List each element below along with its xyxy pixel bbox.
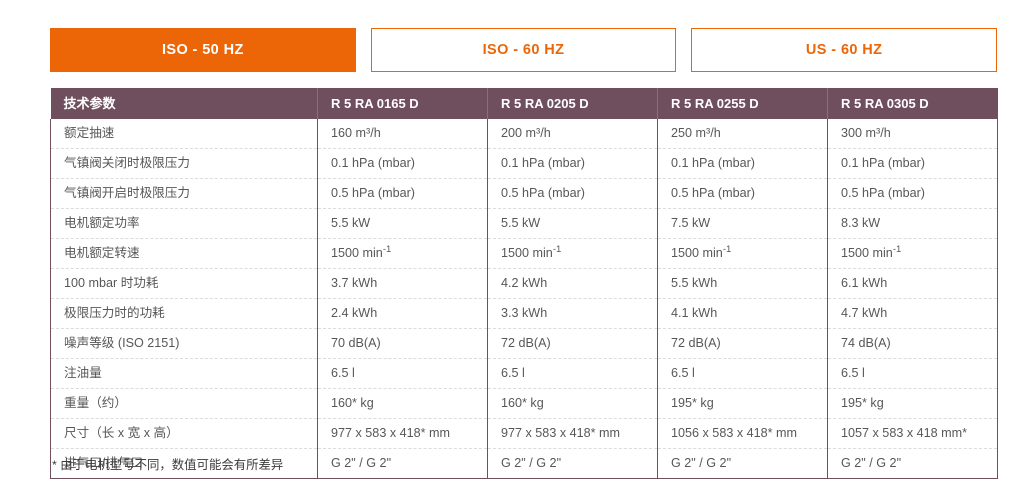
row-label: 电机额定功率: [50, 208, 318, 239]
row-value: 6.5 l: [657, 358, 828, 389]
table-row: 注油量 6.5 l 6.5 l 6.5 l 6.5 l: [50, 358, 998, 389]
row-value: 6.5 l: [827, 358, 998, 389]
row-value: G 2" / G 2": [827, 448, 998, 479]
row-value: 200 m³/h: [487, 119, 658, 149]
row-label: 进气口/排气口: [50, 448, 318, 479]
tab-1[interactable]: ISO - 50 HZ: [50, 28, 356, 72]
column-header-model-3: R 5 RA 0255 D: [657, 88, 828, 119]
row-value: 72 dB(A): [487, 328, 658, 359]
row-value: 1056 x 583 x 418* mm: [657, 418, 828, 449]
tab-2[interactable]: ISO - 60 HZ: [370, 28, 677, 72]
row-value: 6.5 l: [487, 358, 658, 389]
table-row: 额定抽速 160 m³/h 200 m³/h 250 m³/h 300 m³/h: [50, 119, 998, 149]
row-value: 1500 min-1: [827, 238, 998, 269]
row-value: G 2" / G 2": [487, 448, 658, 479]
column-header-model-2: R 5 RA 0205 D: [487, 88, 658, 119]
value-text: 1500 min: [671, 246, 723, 260]
row-value: 4.1 kWh: [657, 298, 828, 329]
value-exponent: -1: [552, 243, 562, 255]
row-value: 0.1 hPa (mbar): [657, 148, 828, 179]
row-label: 气镇阀关闭时极限压力: [50, 148, 318, 179]
row-label: 重量（约）: [50, 388, 318, 419]
row-value: 300 m³/h: [827, 119, 998, 149]
row-value: 8.3 kW: [827, 208, 998, 239]
table-row: 气镇阀开启时极限压力 0.5 hPa (mbar) 0.5 hPa (mbar) 0.…: [50, 178, 998, 209]
row-value: 5.5 kWh: [657, 268, 828, 299]
row-value: 3.7 kWh: [317, 268, 488, 299]
table-row: 进气口/排气口 G 2" / G 2" G 2" / G 2" G 2" / G 2"…: [50, 448, 998, 479]
value-text: 1500 min: [501, 246, 553, 260]
column-header-model-4: R 5 RA 0305 D: [827, 88, 998, 119]
table-row: 极限压力时的功耗 2.4 kWh 3.3 kWh 4.1 kWh 4.7 kWh: [50, 298, 998, 329]
value-text: 1500 min: [331, 246, 383, 260]
row-value: 70 dB(A): [317, 328, 488, 359]
row-value: 0.1 hPa (mbar): [827, 148, 998, 179]
frequency-standard-tabs: ISO - 50 HZ ISO - 60 HZ US - 60 HZ: [50, 28, 998, 72]
row-value: 1500 min-1: [657, 238, 828, 269]
table-row: 电机额定功率 5.5 kW 5.5 kW 7.5 kW 8.3 kW: [50, 208, 998, 239]
row-label: 气镇阀开启时极限压力: [50, 178, 318, 209]
row-value: 195* kg: [657, 388, 828, 419]
footnote: * 由于电机型号不同，数值可能会有所差异: [52, 458, 284, 472]
row-value: 977 x 583 x 418* mm: [317, 418, 488, 449]
row-value: G 2" / G 2": [317, 448, 488, 479]
row-value: 74 dB(A): [827, 328, 998, 359]
row-label: 电机额定转速: [50, 238, 318, 269]
value-text: 1500 min: [841, 246, 893, 260]
row-value: 0.5 hPa (mbar): [317, 178, 488, 209]
row-value: 2.4 kWh: [317, 298, 488, 329]
row-value: 6.5 l: [317, 358, 488, 389]
row-value: G 2" / G 2": [657, 448, 828, 479]
row-label: 极限压力时的功耗: [50, 298, 318, 329]
row-value: 195* kg: [827, 388, 998, 419]
row-value: 72 dB(A): [657, 328, 828, 359]
row-value: 0.5 hPa (mbar): [657, 178, 828, 209]
value-exponent: -1: [892, 243, 902, 255]
table-row: 噪声等级 (ISO 2151) 70 dB(A) 72 dB(A) 72 dB(A) 7…: [50, 328, 998, 359]
row-value: 5.5 kW: [487, 208, 658, 239]
row-label: 注油量: [50, 358, 318, 389]
row-label: 尺寸（长 x 宽 x 高）: [50, 418, 318, 449]
row-value: 3.3 kWh: [487, 298, 658, 329]
column-header-model-1: R 5 RA 0165 D: [317, 88, 488, 119]
table-row: 100 mbar 时功耗 3.7 kWh 4.2 kWh 5.5 kWh 6.1 kWh: [50, 268, 998, 299]
row-value: 1057 x 583 x 418 mm*: [827, 418, 998, 449]
row-value: 977 x 583 x 418* mm: [487, 418, 658, 449]
row-value: 0.5 hPa (mbar): [487, 178, 658, 209]
row-value: 1500 min-1: [317, 238, 488, 269]
row-value: 0.1 hPa (mbar): [487, 148, 658, 179]
table-row: 尺寸（长 x 宽 x 高） 977 x 583 x 418* mm 977 x 58…: [50, 418, 998, 449]
row-value: 160 m³/h: [317, 119, 488, 149]
row-value: 4.2 kWh: [487, 268, 658, 299]
table-row: 气镇阀关闭时极限压力 0.1 hPa (mbar) 0.1 hPa (mbar) 0.…: [50, 148, 998, 179]
row-value: 5.5 kW: [317, 208, 488, 239]
row-value: 160* kg: [487, 388, 658, 419]
column-header-parameter: 技术参数: [50, 88, 318, 119]
tab-3[interactable]: US - 60 HZ: [691, 28, 998, 72]
table-row: 重量（约） 160* kg 160* kg 195* kg 195* kg: [50, 388, 998, 419]
row-label: 额定抽速: [50, 119, 318, 149]
row-value: 0.5 hPa (mbar): [827, 178, 998, 209]
row-value: 250 m³/h: [657, 119, 828, 149]
table-body: 额定抽速 160 m³/h 200 m³/h 250 m³/h 300 m³/h 气镇阀关…: [50, 119, 998, 479]
row-value: 4.7 kWh: [827, 298, 998, 329]
row-label: 噪声等级 (ISO 2151): [50, 328, 318, 359]
value-exponent: -1: [382, 243, 392, 255]
value-exponent: -1: [722, 243, 732, 255]
row-value: 1500 min-1: [487, 238, 658, 269]
row-value: 7.5 kW: [657, 208, 828, 239]
row-value: 6.1 kWh: [827, 268, 998, 299]
row-label: 100 mbar 时功耗: [50, 268, 318, 299]
table-row: 电机额定转速 1500 min-1 1500 min-1 1500 min-1 1500…: [50, 238, 998, 269]
row-value: 0.1 hPa (mbar): [317, 148, 488, 179]
row-value: 160* kg: [317, 388, 488, 419]
